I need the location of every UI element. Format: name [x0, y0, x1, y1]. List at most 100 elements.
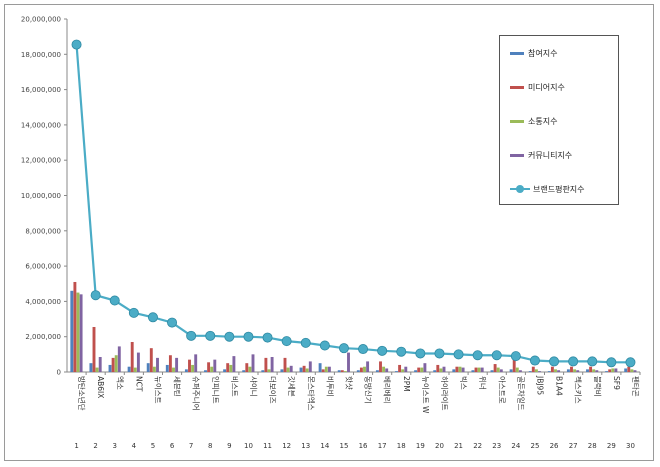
bar-2	[149, 348, 153, 372]
legend-line-marker	[510, 185, 530, 193]
bar-2	[550, 366, 554, 372]
bar-4	[175, 357, 179, 372]
x-category-number: 16	[359, 442, 368, 450]
bar-3	[324, 366, 328, 372]
x-category-number: 1	[74, 442, 78, 450]
bar-1	[395, 371, 398, 372]
bar-2	[188, 359, 191, 372]
bar-2	[359, 367, 363, 372]
bar-1	[586, 369, 589, 372]
line-point	[415, 348, 426, 359]
y-tick-label: 4,000,000	[25, 298, 61, 306]
bar-4	[213, 359, 217, 372]
x-category-number: 28	[588, 442, 597, 450]
legend-swatch	[510, 119, 524, 123]
bar-4	[79, 294, 83, 372]
bar-2	[493, 364, 497, 372]
line-point	[606, 357, 617, 368]
line-point	[625, 357, 636, 368]
chart-plot: 0 2,000,000 4,000,000 6,000,000 8,000,000 10,…	[21, 16, 641, 450]
bar-4	[404, 366, 408, 372]
x-category-label: NCT	[134, 376, 143, 392]
bar-2	[531, 366, 535, 372]
x-category-label: 샤이니	[249, 376, 259, 397]
bar-4	[156, 357, 159, 372]
bar-4	[366, 361, 370, 372]
bar-2	[379, 361, 382, 372]
line-point	[167, 317, 178, 328]
bar-2	[302, 365, 306, 372]
line-point	[262, 332, 273, 343]
line-point	[281, 336, 292, 347]
bar-1	[433, 370, 437, 372]
line-point	[587, 356, 598, 367]
bar-1	[299, 367, 303, 372]
bar-4	[117, 346, 121, 372]
bar-1	[356, 370, 360, 372]
legend-swatch	[510, 153, 524, 157]
bar-3	[76, 292, 80, 372]
line-point	[472, 350, 483, 361]
x-category-label: 엑소	[115, 376, 125, 390]
legend-label: 미디어지수	[528, 82, 565, 92]
line-point	[128, 307, 139, 318]
line-point	[453, 349, 464, 360]
legend-label: 참여지수	[528, 48, 558, 58]
x-category-number: 10	[244, 442, 253, 450]
bar-2	[455, 366, 459, 372]
y-tick-label: 12,000,000	[21, 157, 61, 165]
x-category-label: 하이라이트	[440, 376, 450, 411]
x-category-number: 9	[227, 442, 231, 450]
bar-4	[538, 371, 541, 372]
legend-item: 소통지수	[510, 115, 557, 127]
x-category-number: 12	[282, 442, 291, 450]
legend-item: 참여지수	[510, 47, 557, 59]
x-category-label: AB6IX	[96, 376, 105, 398]
bar-4	[442, 366, 446, 372]
bar-3	[248, 366, 252, 372]
x-category-number: 18	[397, 442, 406, 450]
bar-3	[534, 369, 538, 372]
y-tick-label: 16,000,000	[21, 86, 61, 94]
legend-item: 커뮤니티지수	[510, 149, 572, 161]
bar-1	[566, 369, 570, 372]
line-point	[434, 348, 445, 359]
x-category-number: 26	[550, 442, 559, 450]
y-tick-label: 10,000,000	[21, 192, 61, 200]
bar-3	[191, 364, 195, 372]
bar-4	[289, 365, 293, 372]
x-category-label: 젝스키스	[574, 376, 584, 404]
bar-1	[624, 368, 628, 372]
bar-1	[165, 364, 169, 372]
bar-3	[229, 364, 233, 372]
bar-3	[592, 369, 596, 372]
bar-2	[589, 366, 593, 372]
bar-2	[340, 370, 344, 372]
bar-3	[611, 368, 615, 372]
bar-4	[480, 367, 484, 372]
bar-4	[194, 354, 198, 372]
legend-item: 브랜드평판지수	[510, 183, 585, 195]
bar-2	[608, 369, 612, 372]
legend-swatch	[510, 85, 524, 89]
x-category-label: 빅스	[459, 376, 468, 390]
bar-4	[232, 356, 236, 372]
x-category-label: 비스트	[230, 376, 239, 397]
bar-4	[98, 356, 102, 372]
bar-4	[595, 370, 599, 372]
bar-3	[458, 366, 462, 372]
bar-2	[130, 341, 134, 372]
bar-2	[245, 363, 249, 372]
x-category-number: 14	[320, 442, 329, 450]
line-point	[109, 295, 120, 306]
bar-3	[496, 367, 500, 372]
bar-2	[92, 326, 96, 372]
line-point	[377, 345, 388, 356]
y-tick-label: 2,000,000	[25, 333, 61, 341]
x-category-number: 15	[339, 442, 348, 450]
x-category-label: 갓세븐	[287, 376, 297, 397]
bar-1	[146, 363, 150, 372]
bar-1	[261, 370, 265, 372]
bar-2	[168, 355, 172, 372]
line-point	[224, 331, 235, 342]
